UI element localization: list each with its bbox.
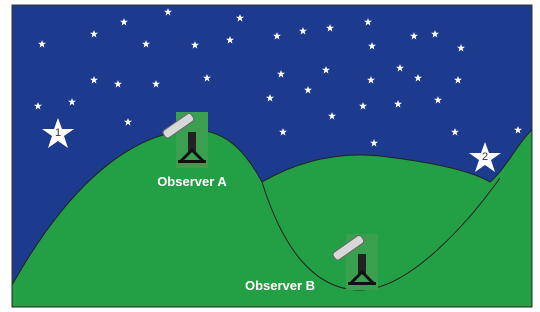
observer-b: Observer B	[245, 278, 315, 293]
observer-a: Observer A	[157, 174, 227, 189]
star-1-label: 1	[55, 127, 61, 139]
page: 1 2 Observer A Observer B (() => { const…	[0, 0, 540, 312]
star-2-label: 2	[482, 151, 488, 163]
scene: 1 2 Observer A Observer B	[0, 0, 540, 312]
